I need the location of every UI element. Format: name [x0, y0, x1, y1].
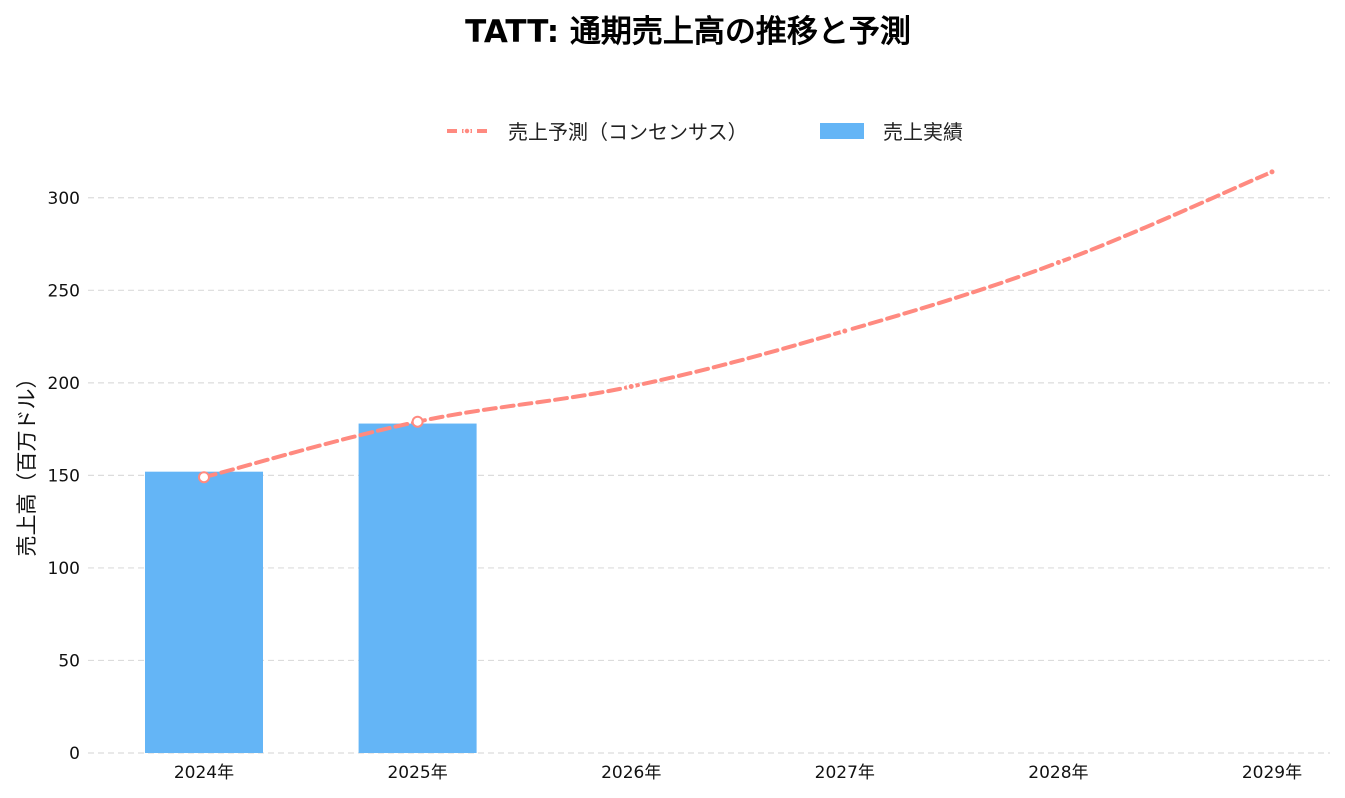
- y-axis-label: 売上高（百万ドル）: [15, 368, 39, 557]
- x-tick-label: 2027年: [815, 763, 875, 783]
- forecast-point-2024年: [198, 471, 210, 484]
- legend-forecast-marker: [463, 127, 471, 135]
- y-tick-label: 150: [48, 466, 80, 486]
- forecast-point-2028年: [1053, 258, 1063, 268]
- y-tick-label: 250: [48, 281, 80, 301]
- y-tick-label: 100: [48, 559, 80, 579]
- forecast-point-2026年: [626, 382, 636, 392]
- legend-item-forecast: 売上予測（コンセンサス）: [447, 120, 748, 144]
- forecast-point-2025年: [411, 415, 424, 428]
- forecast-line: [202, 169, 1274, 480]
- bar-actual-2024年: [145, 471, 263, 753]
- legend-actual-label: 売上実績: [883, 120, 963, 144]
- x-tick-label: 2028年: [1028, 763, 1088, 783]
- x-tick-label: 2024年: [174, 763, 234, 783]
- legend: 売上予測（コンセンサス） 売上実績: [447, 120, 963, 144]
- forecast-point-2029年: [1267, 167, 1277, 177]
- bar-series: [145, 423, 477, 753]
- y-tick-label: 50: [58, 651, 80, 671]
- bar-actual-2025年: [358, 423, 477, 753]
- y-tick-label: 0: [69, 744, 80, 764]
- y-gridlines: [88, 197, 1330, 754]
- y-axis-ticks: 0 50 100 150 200 250 300: [48, 189, 80, 764]
- line-series: [198, 167, 1277, 484]
- x-axis-ticks: 2024年 2025年 2026年 2027年 2028年 2029年: [174, 763, 1302, 783]
- x-tick-label: 2025年: [387, 763, 447, 783]
- legend-item-actual: 売上実績: [820, 120, 963, 144]
- legend-actual-swatch: [820, 123, 864, 139]
- chart-title: TATT: 通期売上高の推移と予測: [465, 14, 911, 50]
- x-tick-label: 2026年: [601, 763, 661, 783]
- y-tick-label: 200: [48, 374, 80, 394]
- forecast-point-2027年: [840, 326, 850, 336]
- x-tick-label: 2029年: [1242, 763, 1302, 783]
- legend-forecast-label: 売上予測（コンセンサス）: [508, 120, 748, 144]
- y-tick-label: 300: [48, 189, 80, 209]
